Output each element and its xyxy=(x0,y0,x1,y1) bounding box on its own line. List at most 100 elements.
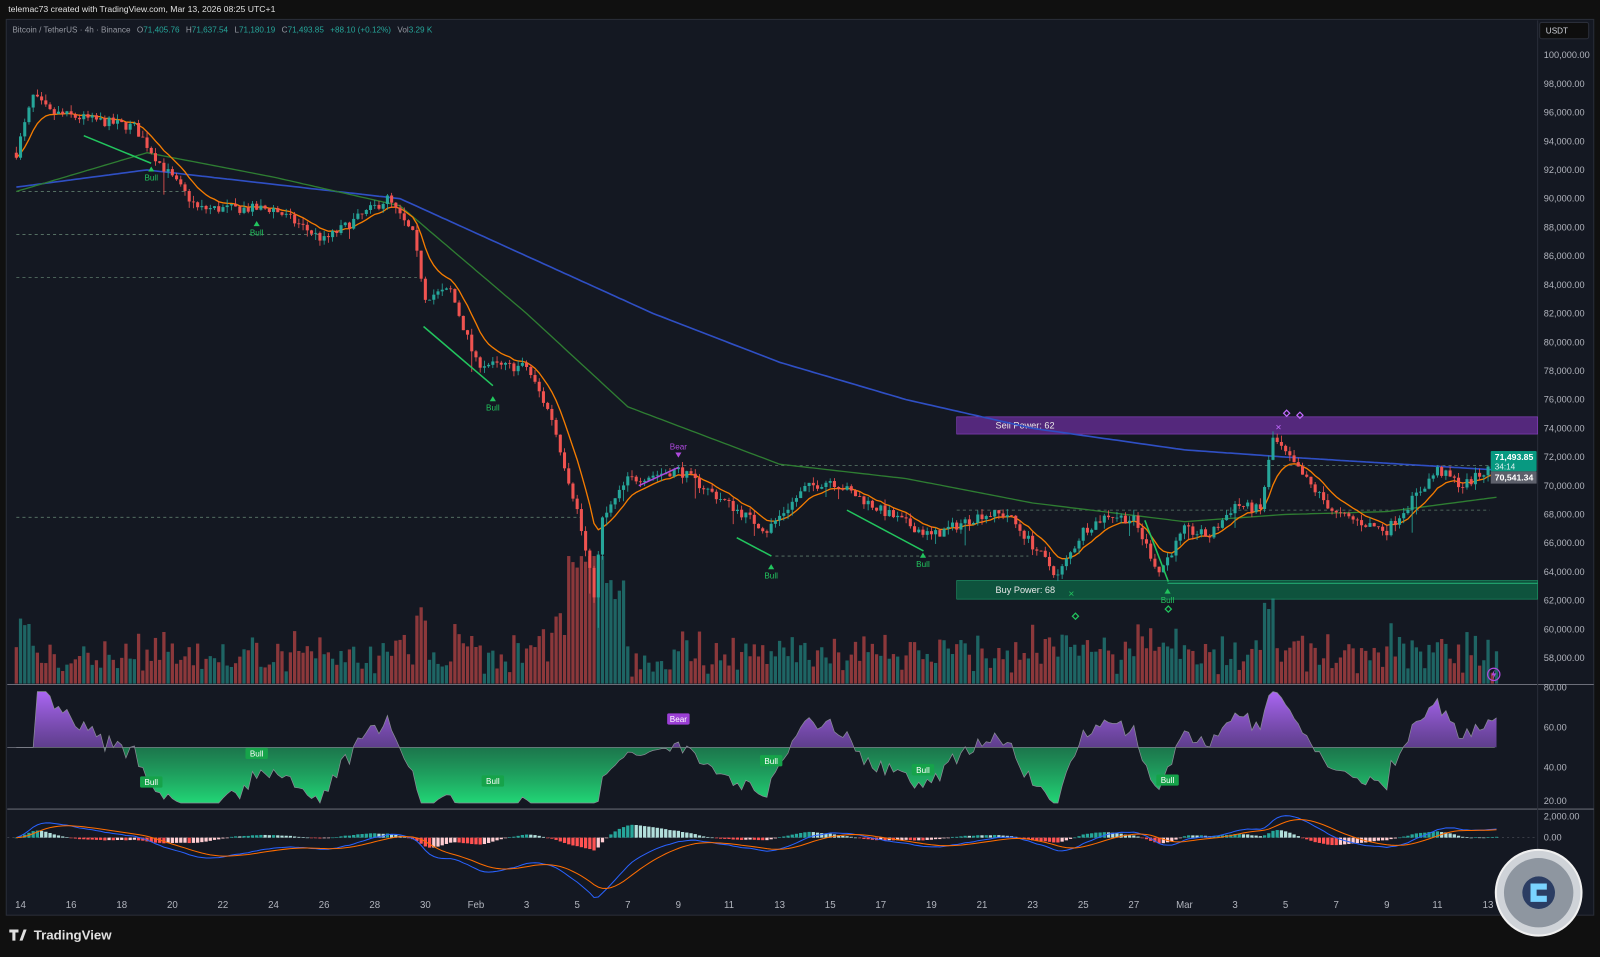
volume-bar xyxy=(1039,663,1043,684)
macd-histogram-bar xyxy=(541,836,546,838)
candle-body xyxy=(845,486,849,490)
candle-body xyxy=(1005,515,1009,517)
volume-bar xyxy=(465,646,470,684)
candle xyxy=(103,115,107,128)
macd-histogram-bar xyxy=(200,837,204,843)
time-axis[interactable]: 14 16 18 20 22 24 26 28 30 Feb 3 5 7 9 11 13 15 17 19 21 23 2… xyxy=(15,900,1493,911)
macd-histogram-bar xyxy=(617,828,621,838)
legend-symbol[interactable]: Bitcoin / TetherUS · 4h · Binance xyxy=(12,26,131,35)
candle-body xyxy=(710,488,714,492)
legend-high: 71,637.54 xyxy=(192,26,229,35)
volume-bar xyxy=(128,658,132,684)
candle xyxy=(402,207,406,226)
volume-bar xyxy=(731,637,735,684)
macd-histogram-bar xyxy=(149,837,153,843)
macd-histogram-bar xyxy=(782,836,786,838)
volume-bar xyxy=(647,662,651,684)
volume-bar xyxy=(69,663,73,684)
tradingview-logo[interactable]: TradingView xyxy=(9,928,112,943)
candle xyxy=(234,198,238,207)
macd-histogram-bar xyxy=(1376,837,1381,841)
volume-bar xyxy=(136,633,141,684)
macd-histogram-bar xyxy=(305,837,309,839)
macd-histogram-bar xyxy=(845,836,849,838)
candle-body xyxy=(183,184,187,192)
volume-bar xyxy=(1309,643,1313,684)
macd-histogram-bar xyxy=(756,837,761,841)
candle-body xyxy=(550,408,554,420)
candle-body xyxy=(525,362,529,368)
macd-histogram-bar xyxy=(1161,837,1165,844)
candle-body xyxy=(1199,529,1203,535)
macd-histogram-bar xyxy=(52,834,56,838)
volume-bar xyxy=(874,654,879,684)
volume-bar xyxy=(61,671,65,684)
candle xyxy=(1381,523,1385,536)
volume-bar xyxy=(714,643,718,684)
candle-body xyxy=(651,475,655,478)
macd-histogram-bar xyxy=(170,837,174,844)
pivot-levels xyxy=(16,191,1538,584)
candle xyxy=(1317,490,1321,499)
bull-triangle-icon xyxy=(489,396,496,402)
candle-body xyxy=(744,512,748,518)
macd-histogram-bar xyxy=(807,831,811,838)
candle-body xyxy=(647,477,651,481)
macd-histogram-bar xyxy=(605,837,609,839)
volume-bar xyxy=(1060,634,1064,684)
candle xyxy=(1119,513,1123,524)
macd-histogram-bar xyxy=(554,837,558,840)
price-axis[interactable]: 100,000.0098,000.0096,000.0094,000.0092,… xyxy=(1544,50,1590,663)
macd-histogram-bar xyxy=(769,837,773,840)
macd-histogram-bar xyxy=(1381,837,1385,841)
candle xyxy=(276,206,280,213)
macd-histogram-bar xyxy=(596,837,600,848)
price-tick-label: 58,000.00 xyxy=(1544,653,1585,663)
volume-bar xyxy=(293,631,297,684)
volume-bar xyxy=(1267,609,1271,684)
lightning-icon[interactable] xyxy=(1487,667,1501,682)
macd-histogram-bar xyxy=(432,837,436,848)
volume-bar xyxy=(1444,643,1448,684)
volume-bar xyxy=(318,637,322,684)
volume-bar xyxy=(697,631,702,684)
candle-body xyxy=(390,195,394,203)
volume-bar xyxy=(1187,649,1191,684)
currency-button[interactable]: USDT xyxy=(1539,21,1590,40)
volume-bar xyxy=(153,637,158,684)
candle xyxy=(246,203,250,214)
date-tick-label: 17 xyxy=(875,900,886,911)
date-tick-label: 14 xyxy=(15,900,26,911)
macd-histogram-bar xyxy=(103,837,107,841)
volume-bar xyxy=(166,651,170,684)
candle xyxy=(200,199,204,211)
candle-body xyxy=(1216,526,1220,528)
candle-body xyxy=(301,223,305,225)
volume-bar xyxy=(1448,658,1452,684)
candle xyxy=(1330,507,1334,515)
badge-label: Bull xyxy=(916,766,930,775)
bull-triangle-icon xyxy=(768,564,775,570)
volume-bar xyxy=(533,647,537,684)
candle-body xyxy=(166,169,170,172)
oscillator-tick-label: 40.00 xyxy=(1544,762,1567,772)
date-tick-label: 13 xyxy=(1483,900,1494,911)
buy-power-label: Buy Power: 68 xyxy=(995,585,1055,595)
candle-body xyxy=(959,523,963,530)
macd-histogram-bar xyxy=(929,837,934,840)
candle-body xyxy=(103,118,107,127)
macd-histogram-bar xyxy=(1039,837,1043,842)
candle xyxy=(369,201,373,214)
buy-power-zone xyxy=(956,580,1538,600)
volume-bar xyxy=(946,648,950,684)
candle-body xyxy=(976,514,980,523)
candle-body xyxy=(1001,513,1005,517)
candle-body xyxy=(1174,540,1178,556)
volume-bar xyxy=(377,655,381,684)
volume-bar xyxy=(794,662,799,684)
badge-background xyxy=(667,713,690,725)
candle xyxy=(1220,518,1224,529)
symbol-legend: Bitcoin / TetherUS · 4h · Binance O71,40… xyxy=(12,26,432,35)
candle xyxy=(803,482,807,492)
